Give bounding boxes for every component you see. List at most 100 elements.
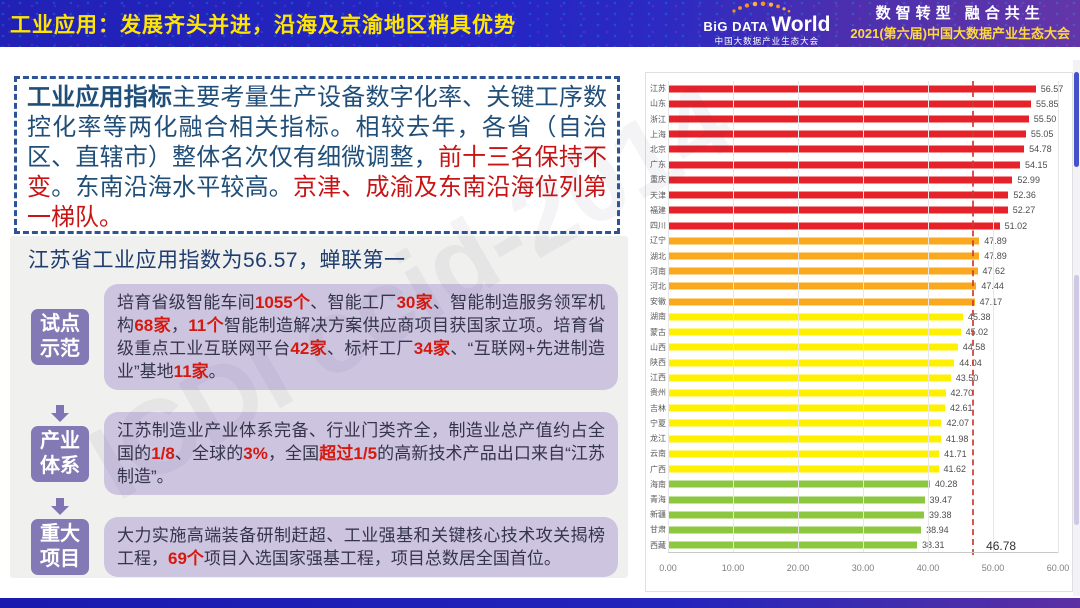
province-label: 上海: [650, 129, 666, 139]
bar-湖北: [668, 252, 980, 260]
bar-track: 41.71: [668, 446, 1058, 461]
bar-track: 40.28: [668, 477, 1058, 492]
chart-bar-row: 陕西 44.04: [650, 355, 1058, 370]
bar-甘肃: [668, 526, 922, 534]
logo-world-text: World: [771, 13, 831, 37]
text-segment: 1/8: [151, 444, 175, 463]
bar-天津: [668, 191, 1009, 199]
section-label-column: 重大 项目: [16, 498, 104, 575]
x-axis-tick-label: 50.00: [981, 563, 1005, 573]
bar-value-label: 44.58: [962, 342, 986, 353]
event-slogan: 数智转型 融合共生: [875, 5, 1045, 22]
bar-value-label: 41.71: [944, 448, 967, 459]
province-label: 辽宁: [650, 236, 666, 246]
event-slogan-block: 数智转型 融合共生 2021(第六届)中国大数据产业生态大会: [850, 5, 1070, 42]
bar-track: 52.36: [668, 188, 1058, 203]
bar-track: 38.94: [668, 522, 1058, 537]
chart-x-axis-line: [668, 552, 1058, 553]
text-segment: 江苏制造业产业体系完备、行业门类齐全，制造业总产值约占全国的: [117, 421, 605, 463]
province-label: 青海: [650, 495, 666, 505]
province-label: 湖南: [650, 312, 666, 322]
province-label: 陕西: [650, 358, 666, 368]
scrollbar-thumb[interactable]: [1074, 72, 1079, 167]
bar-河南: [668, 267, 978, 275]
text-segment: 超过1/5: [319, 444, 378, 463]
bar-value-label: 52.27: [1012, 205, 1036, 216]
bar-value-label: 42.07: [946, 418, 969, 429]
bar-辽宁: [668, 237, 980, 245]
x-axis-tick-label: 40.00: [916, 563, 940, 573]
bar-新疆: [668, 511, 924, 519]
bar-上海: [668, 130, 1026, 138]
bar-value-label: 41.62: [943, 464, 967, 475]
chart-bar-row: 宁夏 42.07: [650, 416, 1058, 431]
bar-安徽: [668, 298, 975, 306]
bar-track: 47.44: [668, 279, 1058, 294]
text-segment: 大力实施高端装备研制赶超、工业强基和关键核心技术攻关揭榜工程，: [117, 526, 605, 568]
text-segment: 1055个: [254, 293, 311, 312]
chart-bar-row: 甘肃 38.94: [650, 522, 1058, 537]
text-segment: 11个: [188, 316, 224, 335]
bar-重庆: [668, 176, 1013, 184]
down-arrow-icon: [51, 498, 69, 515]
bar-track: 44.58: [668, 340, 1058, 355]
logo-dots-icon: [732, 1, 791, 13]
chart-bar-row: 辽宁 47.89: [650, 233, 1058, 248]
chart-bars-area: 江苏 56.57 山东 55.85 浙江 55.50 上海 55.05 北京 54.78 广东 54.…: [650, 81, 1063, 553]
section-content-industry-system: 江苏制造业产业体系完备、行业门类齐全，制造业总产值约占全国的1/8、全球的3%，…: [104, 412, 618, 495]
section-label-major-projects: 重大 项目: [31, 519, 89, 575]
bar-北京: [668, 145, 1025, 153]
text-segment: 3%: [243, 444, 268, 463]
chart-bar-row: 广西 41.62: [650, 461, 1058, 476]
province-label: 海南: [650, 479, 666, 489]
header-speckle-texture: [0, 0, 1080, 47]
province-label: 蒙古: [650, 327, 666, 337]
bar-value-label: 52.99: [1017, 174, 1040, 185]
bar-四川: [668, 222, 1000, 230]
province-label: 福建: [650, 205, 666, 215]
bar-track: 56.57: [668, 81, 1063, 96]
chart-bar-row: 贵州 42.70: [650, 385, 1058, 400]
section-label-column: 试点 示范: [16, 309, 104, 365]
bar-track: 45.38: [668, 309, 1058, 324]
bar-贵州: [668, 389, 946, 397]
text-segment: 、标杆工厂: [327, 339, 414, 358]
text-segment: 11家: [173, 362, 209, 381]
chart-bar-row: 江西 43.50: [650, 370, 1058, 385]
bar-track: 54.15: [668, 157, 1058, 172]
province-label: 广东: [650, 160, 666, 170]
sections-list: 试点 示范 培育省级智能车间1055个、智能工厂30家、智能制造服务领军机构68…: [10, 282, 628, 577]
bar-value-label: 38.31: [922, 540, 945, 551]
text-segment: 、智能工厂: [310, 293, 397, 312]
province-label: 新疆: [650, 510, 666, 520]
bar-value-label: 52.36: [1013, 190, 1036, 201]
section-label-pilot-demo: 试点 示范: [31, 309, 89, 365]
chart-bar-row: 上海 55.05: [650, 127, 1058, 142]
text-segment: 69个: [168, 549, 204, 568]
text-segment: 主要考量生产设备数字化率、关键工序数控化率等两化融合相关指标。相较去年，各省（自…: [27, 84, 608, 171]
bar-value-label: 39.38: [928, 509, 952, 520]
text-segment: 工业应用指标: [27, 84, 173, 111]
text-segment: ，: [170, 316, 189, 335]
bar-track: 44.04: [668, 355, 1058, 370]
province-label: 江西: [650, 373, 666, 383]
bar-value-label: 47.89: [984, 251, 1007, 262]
text-segment: 、智能制造服务领军机构: [117, 293, 606, 335]
text-segment: 30家: [396, 293, 433, 312]
province-label: 河南: [650, 266, 666, 276]
bar-value-label: 47.89: [984, 235, 1007, 246]
panel-heading: 江苏省工业应用指数为56.57，蝉联第一: [28, 249, 406, 272]
jiangsu-detail-panel: 江苏省工业应用指数为56.57，蝉联第一 试点 示范 培育省级智能车间1055个…: [10, 236, 628, 578]
scrollbar[interactable]: [1073, 60, 1080, 596]
bar-track: 55.50: [668, 111, 1058, 126]
chart-bar-row: 浙江 55.50: [650, 111, 1058, 126]
chart-bar-row: 山东 55.85: [650, 96, 1059, 111]
chart-bar-row: 北京 54.78: [650, 142, 1058, 157]
page-title: 工业应用：发展齐头并进，沿海及京渝地区稍具优势: [10, 13, 516, 37]
chart-bar-row: 重庆 52.99: [650, 172, 1058, 187]
chart-bar-row: 青海 39.47: [650, 492, 1058, 507]
province-label: 广西: [650, 464, 666, 474]
bar-track: 39.38: [668, 507, 1058, 522]
province-label: 吉林: [650, 403, 666, 413]
province-label: 河北: [650, 281, 666, 291]
